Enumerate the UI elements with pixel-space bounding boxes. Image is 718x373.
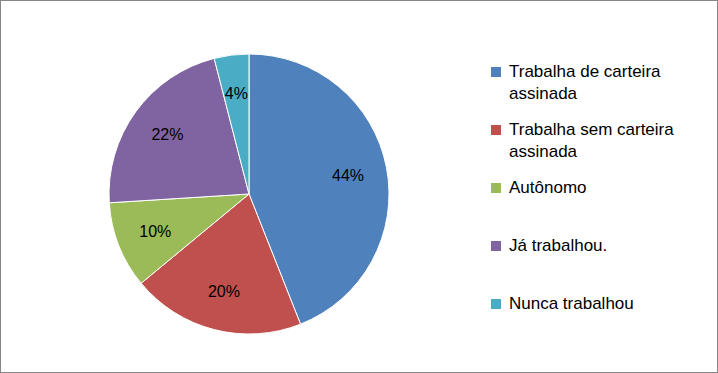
html-text:Trabalha sem carteira assinada: Trabalha sem carteira assinada	[509, 120, 674, 161]
svg-text:44%: 44%	[332, 167, 364, 184]
html-text:Autônomo: Autônomo	[509, 178, 587, 197]
svg-text:4%: 4%	[225, 85, 248, 102]
svg-text:22%: 22%	[151, 126, 183, 143]
html-text:Nunca trabalhou: Nunca trabalhou	[509, 294, 634, 313]
svg-text:20%: 20%	[208, 283, 240, 300]
svg-text:10%: 10%	[139, 223, 171, 240]
html-text:Trabalha de carteira assinada: Trabalha de carteira assinada	[509, 62, 661, 103]
html-text:Já trabalhou.: Já trabalhou.	[509, 236, 608, 255]
